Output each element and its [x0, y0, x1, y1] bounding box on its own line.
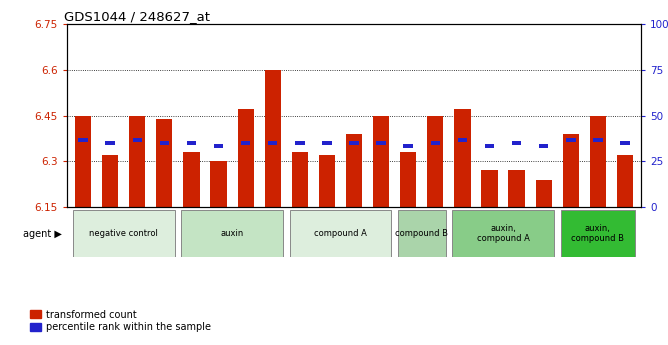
- Bar: [482, 170, 498, 207]
- Bar: [289, 210, 391, 257]
- Bar: [295, 141, 305, 145]
- Bar: [539, 144, 548, 148]
- Bar: [373, 116, 389, 207]
- Bar: [376, 141, 386, 145]
- Bar: [241, 141, 250, 145]
- Text: compound A: compound A: [314, 229, 367, 238]
- Bar: [485, 144, 494, 148]
- Bar: [590, 116, 606, 207]
- Bar: [431, 141, 440, 145]
- Bar: [508, 170, 525, 207]
- Bar: [562, 134, 579, 207]
- Text: agent ▶: agent ▶: [23, 229, 61, 239]
- Bar: [156, 119, 172, 207]
- Bar: [458, 138, 467, 142]
- Text: auxin: auxin: [220, 229, 244, 238]
- Bar: [238, 109, 254, 207]
- Bar: [181, 210, 283, 257]
- Bar: [349, 141, 359, 145]
- Bar: [512, 141, 521, 145]
- Bar: [322, 141, 332, 145]
- Bar: [319, 155, 335, 207]
- Bar: [73, 210, 174, 257]
- Bar: [428, 116, 444, 207]
- Bar: [566, 138, 576, 142]
- Bar: [403, 144, 413, 148]
- Bar: [210, 161, 226, 207]
- Bar: [617, 155, 633, 207]
- Bar: [536, 180, 552, 207]
- Bar: [160, 141, 169, 145]
- Bar: [78, 138, 88, 142]
- Text: auxin,
compound B: auxin, compound B: [571, 224, 625, 244]
- Bar: [346, 134, 362, 207]
- Bar: [106, 141, 115, 145]
- Bar: [129, 116, 146, 207]
- Bar: [398, 210, 446, 257]
- Bar: [183, 152, 200, 207]
- Bar: [452, 210, 554, 257]
- Legend: transformed count, percentile rank within the sample: transformed count, percentile rank withi…: [26, 306, 214, 336]
- Bar: [593, 138, 603, 142]
- Bar: [132, 138, 142, 142]
- Bar: [187, 141, 196, 145]
- Bar: [75, 116, 92, 207]
- Text: auxin,
compound A: auxin, compound A: [477, 224, 530, 244]
- Bar: [265, 70, 281, 207]
- Bar: [621, 141, 630, 145]
- Bar: [560, 210, 635, 257]
- Text: compound B: compound B: [395, 229, 448, 238]
- Bar: [454, 109, 470, 207]
- Bar: [292, 152, 308, 207]
- Bar: [214, 144, 223, 148]
- Bar: [400, 152, 416, 207]
- Bar: [102, 155, 118, 207]
- Text: negative control: negative control: [90, 229, 158, 238]
- Text: GDS1044 / 248627_at: GDS1044 / 248627_at: [64, 10, 210, 23]
- Bar: [268, 141, 277, 145]
